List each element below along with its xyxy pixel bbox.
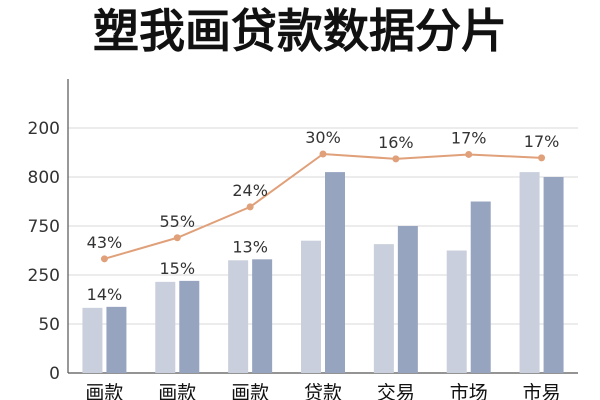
bar-value-label: 15% bbox=[160, 259, 196, 278]
bar-value-label: 13% bbox=[232, 237, 268, 256]
trend-point bbox=[319, 150, 327, 158]
y-tick-label: 250 bbox=[28, 266, 60, 286]
bar-series-2 bbox=[106, 306, 127, 373]
bar-series-2 bbox=[325, 172, 345, 373]
x-category-label: 市场 bbox=[450, 382, 488, 400]
trend-point-label: 17% bbox=[524, 132, 560, 151]
x-category-label: 画款 bbox=[231, 382, 269, 400]
x-category-label: 贷款 bbox=[304, 382, 342, 400]
trend-point-label: 16% bbox=[378, 133, 414, 152]
y-tick-label: 200 bbox=[28, 119, 60, 139]
axes: 0 50 250 750 800 200 画款 画款 画款 贷款 交易 市场 市易 bbox=[28, 79, 578, 400]
bar-series-2 bbox=[252, 259, 273, 373]
x-category-label: 市易 bbox=[523, 382, 561, 400]
y-tick-label: 50 bbox=[38, 315, 60, 335]
data-labels: 43% 55% 24% 30% 16% 17% 17% 14% 15% 13% bbox=[87, 128, 560, 304]
trend-point bbox=[100, 255, 108, 263]
trend-point-label: 17% bbox=[451, 128, 487, 147]
y-tick-label: 750 bbox=[28, 217, 60, 237]
trend-point-label: 55% bbox=[160, 212, 196, 231]
bar-series-1 bbox=[301, 240, 321, 373]
bar-series-1 bbox=[446, 250, 467, 373]
bar-series-1 bbox=[519, 172, 540, 373]
x-category-label: 交易 bbox=[377, 382, 415, 400]
trend-point-label: 24% bbox=[232, 181, 268, 200]
bars bbox=[82, 172, 564, 373]
trend-line bbox=[100, 150, 546, 263]
trend-point bbox=[465, 150, 473, 158]
bar-series-1 bbox=[82, 307, 103, 373]
trend-point bbox=[246, 203, 254, 211]
x-category-label: 画款 bbox=[158, 382, 196, 400]
trend-point bbox=[538, 154, 546, 162]
bar-series-1 bbox=[373, 244, 394, 373]
bar-series-2 bbox=[543, 177, 564, 373]
y-tick-label: 0 bbox=[49, 364, 60, 384]
bar-series-2 bbox=[470, 201, 491, 373]
bar-series-2 bbox=[179, 280, 200, 373]
trend-point bbox=[392, 155, 400, 163]
trend-point-label: 43% bbox=[87, 233, 123, 252]
bar-series-1 bbox=[228, 260, 249, 373]
trend-point-label: 30% bbox=[305, 128, 341, 147]
x-category-label: 画款 bbox=[85, 382, 123, 400]
bar-series-1 bbox=[155, 281, 176, 373]
bar-series-2 bbox=[397, 226, 418, 373]
grid-lines bbox=[68, 127, 578, 325]
chart-title: 塑我画贷款数据分片 bbox=[93, 4, 507, 58]
trend-point bbox=[173, 234, 181, 242]
y-tick-label: 800 bbox=[28, 168, 60, 188]
bar-value-label: 14% bbox=[87, 285, 123, 304]
